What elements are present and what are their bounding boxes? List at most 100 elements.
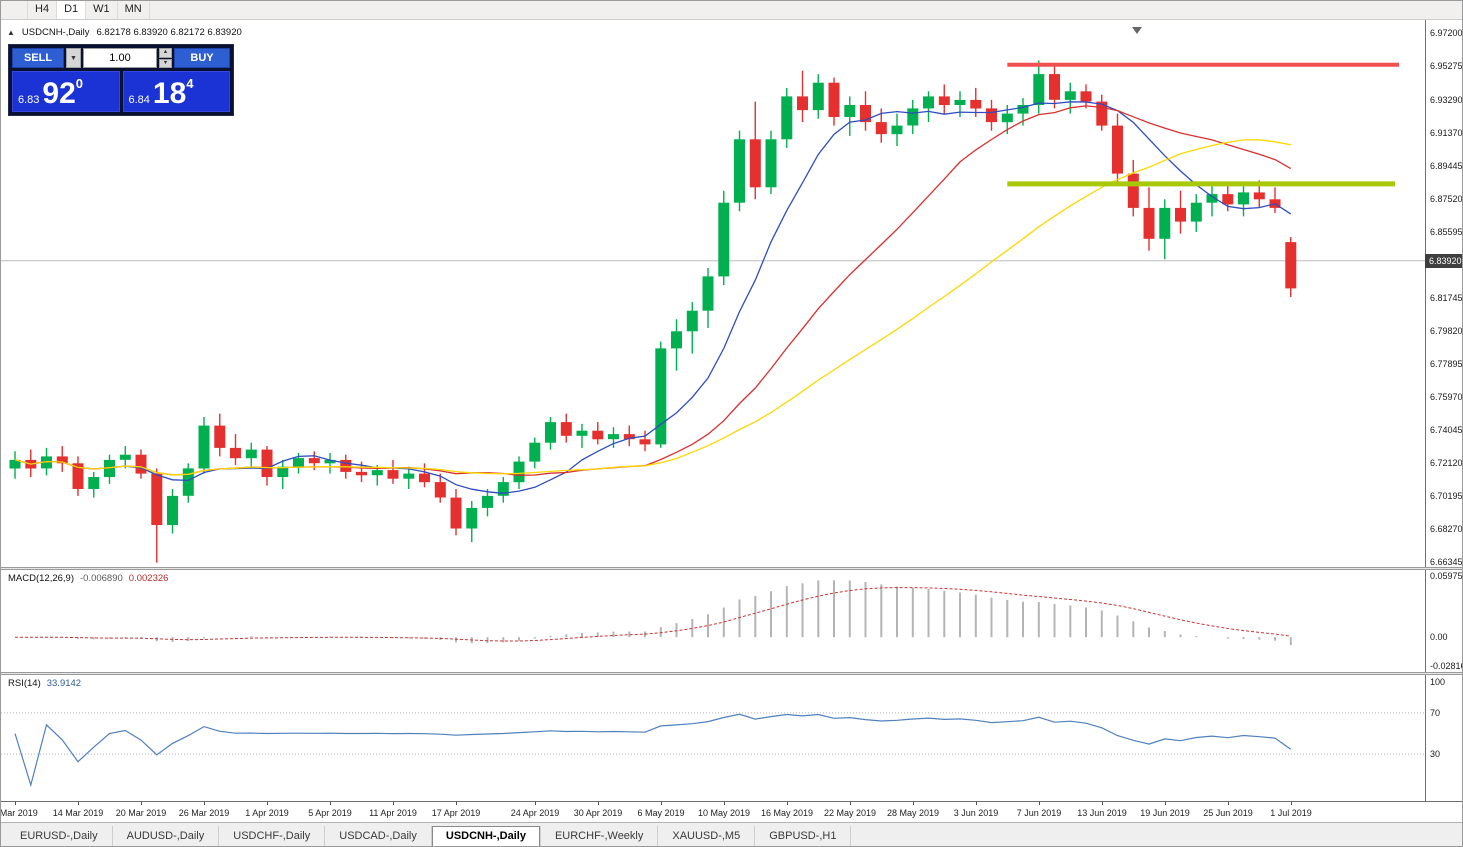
sell-price-pips: 92 <box>42 76 76 110</box>
price-scale[interactable]: 6.97200 6.95275 6.93290 6.91370 6.89445 6.875… <box>1425 20 1463 801</box>
time-axis-label: 10 May 2019 <box>697 808 751 818</box>
trade-panel-prices: 6.83 92 0 6.84 18 4 <box>12 71 230 112</box>
macd-scale-label: 0.00 <box>1430 632 1448 642</box>
macd-indicator-label: MACD(12,26,9) <box>8 573 74 584</box>
price-tick-label: 6.93290 <box>1430 95 1463 105</box>
time-axis-tick <box>661 802 662 805</box>
time-axis-tick <box>204 802 205 805</box>
timeframe-button-w1[interactable]: W1 <box>86 1 118 19</box>
chart-header: ▲ USDCNH-,Daily 6.82178 6.83920 6.82172 … <box>7 27 242 38</box>
price-tick-label: 6.70195 <box>1430 491 1463 501</box>
price-tick-label: 6.79820 <box>1430 326 1463 336</box>
macd-indicator-pane[interactable] <box>1 570 1425 672</box>
time-axis-label: 11 Apr 2019 <box>369 808 417 818</box>
buy-button[interactable]: BUY <box>174 48 230 68</box>
time-axis-tick <box>78 802 79 805</box>
time-axis-label: 16 May 2019 <box>760 808 814 818</box>
price-tick-label: 6.68270 <box>1430 524 1463 534</box>
chart-tab-xauusd-m5[interactable]: XAUUSD-,M5 <box>658 826 756 846</box>
time-axis-label: 7 Jun 2019 <box>1016 808 1062 818</box>
price-tick-label: 6.97200 <box>1430 28 1463 38</box>
time-axis-label: 6 May 2019 <box>637 808 685 818</box>
rsi-indicator-pane[interactable] <box>1 675 1425 801</box>
time-axis-label: 24 Apr 2019 <box>510 808 560 818</box>
time-axis[interactable]: 8 Mar 2019 14 Mar 2019 20 Mar 2019 26 Mar 2… <box>1 801 1462 822</box>
price-tick-label: 6.91370 <box>1430 128 1463 138</box>
buy-price-pips: 18 <box>152 76 187 110</box>
volume-spinner: ▲ ▼ <box>159 48 172 68</box>
time-axis-tick <box>141 802 142 805</box>
time-axis-tick <box>267 802 268 805</box>
current-price-badge: 6.83920 <box>1425 254 1462 268</box>
time-axis-tick <box>1228 802 1229 805</box>
time-axis-tick <box>456 802 457 805</box>
time-axis-label: 14 Mar 2019 <box>52 808 104 818</box>
timeframe-button-d1[interactable]: D1 <box>57 1 87 19</box>
time-axis-label: 30 Apr 2019 <box>573 808 623 818</box>
chart-tab-eurusd-daily[interactable]: EURUSD-,Daily <box>6 826 113 846</box>
volume-input[interactable] <box>83 48 157 68</box>
price-tick-label: 6.72120 <box>1430 458 1463 468</box>
buy-price-display[interactable]: 6.84 18 4 <box>122 71 230 112</box>
macd-scale-label: -0.02816 <box>1430 661 1463 671</box>
time-axis-tick <box>598 802 599 805</box>
time-axis-tick <box>913 802 914 805</box>
chart-tab-usdcnh-daily[interactable]: USDCNH-,Daily <box>431 826 541 846</box>
time-axis-tick <box>535 802 536 805</box>
time-axis-tick <box>976 802 977 805</box>
time-axis-label: 1 Apr 2019 <box>245 808 289 818</box>
rsi-value: 33.9142 <box>46 678 82 689</box>
rsi-indicator-label: RSI(14) <box>8 678 41 689</box>
time-axis-tick <box>393 802 394 805</box>
collapse-trade-panel-icon[interactable]: ▲ <box>7 28 15 37</box>
price-tick-label: 6.81745 <box>1430 293 1463 303</box>
timeframe-button-mn[interactable]: MN <box>118 1 150 19</box>
volume-dropdown-icon[interactable]: ▼ <box>66 48 81 68</box>
rsi-scale-label: 70 <box>1430 708 1441 718</box>
macd-scale-label: 0.059758 <box>1430 571 1463 581</box>
price-tick-label: 6.87520 <box>1430 194 1463 204</box>
chart-tab-usdchf-daily[interactable]: USDCHF-,Daily <box>219 826 326 846</box>
timeframe-toolbar: H4 D1 W1 MN <box>1 1 1462 20</box>
pane-divider[interactable] <box>1 567 1462 570</box>
price-tick-label: 6.75970 <box>1430 392 1463 402</box>
chart-shift-marker-icon[interactable] <box>1132 27 1142 34</box>
time-axis-tick <box>1165 802 1166 805</box>
time-axis-tick <box>850 802 851 805</box>
pane-divider[interactable] <box>1 672 1462 675</box>
chart-tab-usdcad-daily[interactable]: USDCAD-,Daily <box>325 826 432 846</box>
one-click-trade-panel: SELL ▼ ▲ ▼ BUY 6.83 92 0 6.84 18 4 <box>9 45 233 115</box>
time-axis-label: 5 Apr 2019 <box>308 808 352 818</box>
chart-symbol-label: USDCNH-,Daily <box>21 27 90 38</box>
sell-price-head: 6.83 <box>18 94 40 106</box>
timeframe-button-h4[interactable]: H4 <box>27 1 58 19</box>
sell-price-display[interactable]: 6.83 92 0 <box>12 71 120 112</box>
rsi-scale-label: 30 <box>1430 749 1441 759</box>
time-axis-label: 26 Mar 2019 <box>178 808 230 818</box>
price-tick-label: 6.77895 <box>1430 359 1463 369</box>
time-axis-label: 1 Jul 2019 <box>1270 808 1312 818</box>
price-tick-label: 6.89445 <box>1430 161 1463 171</box>
price-chart[interactable] <box>1 20 1425 567</box>
price-tick-label: 6.74045 <box>1430 425 1463 435</box>
trade-panel-controls: SELL ▼ ▲ ▼ BUY <box>12 48 230 68</box>
time-axis-tick <box>787 802 788 805</box>
chart-tabs-bar: EURUSD-,Daily AUDUSD-,Daily USDCHF-,Daily U… <box>1 822 1462 846</box>
chart-tab-gbpusd-h1[interactable]: GBPUSD-,H1 <box>755 826 852 846</box>
time-axis-tick <box>1102 802 1103 805</box>
chart-tab-audusd-daily[interactable]: AUDUSD-,Daily <box>113 826 220 846</box>
macd-main-value: -0.006890 <box>80 573 123 584</box>
time-axis-label: 8 Mar 2019 <box>0 808 38 818</box>
time-axis-label: 17 Apr 2019 <box>431 808 481 818</box>
sell-button[interactable]: SELL <box>12 48 64 68</box>
time-axis-tick <box>15 802 16 805</box>
time-axis-tick <box>724 802 725 805</box>
price-tick-label: 6.95275 <box>1430 61 1463 71</box>
buy-price-head: 6.84 <box>128 94 150 106</box>
chart-tab-eurchf-weekly[interactable]: EURCHF-,Weekly <box>541 826 659 846</box>
spinner-up-icon[interactable]: ▲ <box>159 48 172 58</box>
spinner-down-icon[interactable]: ▼ <box>159 58 172 68</box>
price-tick-label: 6.66345 <box>1430 557 1463 567</box>
time-axis-tick <box>330 802 331 805</box>
